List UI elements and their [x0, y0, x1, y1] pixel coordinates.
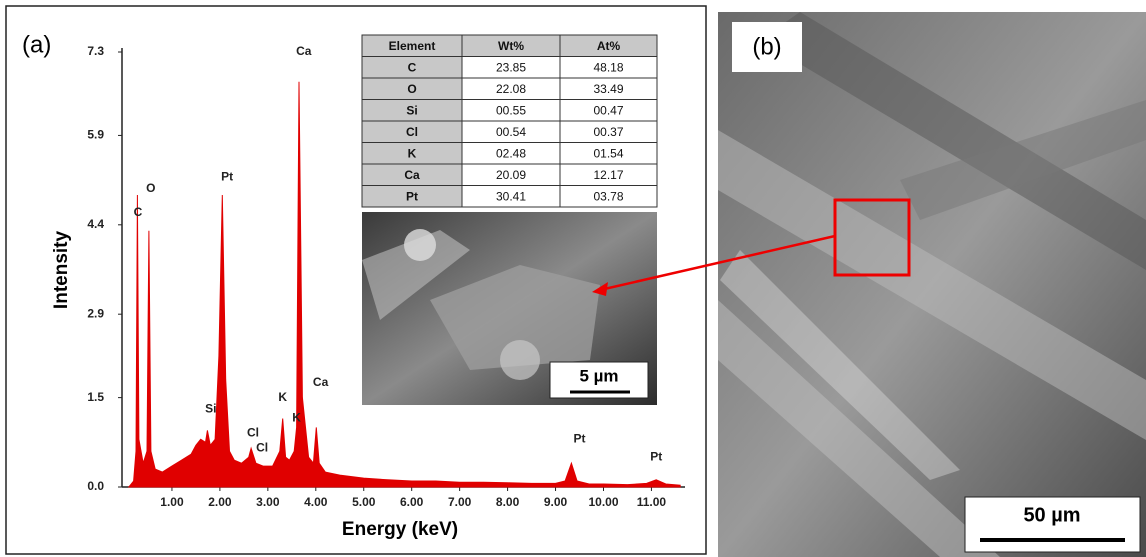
table-cell-text: 00.55	[496, 103, 526, 117]
table-cell-text: O	[407, 82, 416, 96]
y-tick-label: 5.9	[87, 128, 104, 142]
x-tick-label: 11.00	[637, 495, 667, 509]
x-tick-label: 7.00	[448, 495, 472, 509]
table-cell-text: 12.17	[593, 168, 623, 182]
peak-label: Ca	[296, 44, 312, 58]
y-tick-label: 2.9	[87, 306, 104, 320]
scale-bar-label: 50 µm	[1023, 504, 1080, 526]
table-cell-text: K	[408, 146, 417, 160]
table-cell-text: Ca	[404, 168, 420, 182]
x-tick-label: 8.00	[496, 495, 520, 509]
table-cell-text: 20.09	[496, 168, 526, 182]
inset-image: 5 µm	[362, 212, 657, 405]
x-tick-label: 5.00	[352, 495, 376, 509]
table-cell-text: Pt	[406, 189, 418, 203]
x-tick-label: 10.00	[588, 495, 618, 509]
table-cell-text: 00.54	[496, 125, 526, 139]
peak-label: K	[278, 390, 287, 404]
panel-label: (b)	[752, 33, 781, 60]
sem-image: (b) 50 µm	[718, 12, 1146, 557]
peak-label: Pt	[221, 169, 233, 183]
table-cell-text: 00.47	[593, 103, 623, 117]
peak-label: O	[146, 181, 155, 195]
x-tick-label: 3.00	[256, 495, 280, 509]
scale-bar-label: 5 µm	[579, 366, 618, 385]
x-tick-label: 1.00	[160, 495, 184, 509]
composition-table: Element Wt% At% C 23.85 48.18 O 22.08 33.49 Si 00.…	[362, 35, 657, 207]
table-header: At%	[597, 39, 621, 53]
y-axis-title: Intensity	[51, 231, 72, 310]
peak-label: C	[134, 205, 143, 219]
peak-label: Pt	[650, 449, 662, 463]
panel-label: (a)	[22, 31, 51, 58]
peak-label: Cl	[247, 426, 259, 440]
peak-label: Cl	[256, 440, 268, 454]
peak-label: Pt	[574, 432, 586, 446]
table-cell-text: 22.08	[496, 82, 526, 96]
x-tick-label: 4.00	[304, 495, 328, 509]
table-cell-text: 02.48	[496, 146, 526, 160]
x-axis-title: Energy (keV)	[342, 519, 458, 540]
table-header: Element	[389, 39, 436, 53]
table-cell-text: C	[408, 60, 417, 74]
y-tick-label: 4.4	[87, 217, 104, 231]
y-tick-label: 1.5	[87, 390, 104, 404]
x-tick-label: 9.00	[544, 495, 568, 509]
peak-label: Si	[205, 402, 216, 416]
peak-label: K	[292, 411, 301, 425]
table-cell-text: Si	[406, 103, 417, 117]
x-tick-label: 6.00	[400, 495, 424, 509]
table-header: Wt%	[498, 39, 524, 53]
table-cell-text: 01.54	[593, 146, 623, 160]
x-tick-label: 2.00	[208, 495, 232, 509]
y-tick-label: 0.0	[87, 479, 104, 493]
table-cell-text: 23.85	[496, 60, 526, 74]
table-cell-text: 48.18	[593, 60, 623, 74]
table-cell-text: Cl	[406, 125, 418, 139]
table-cell-text: 30.41	[496, 189, 526, 203]
figure: (a) Intensity Energy (keV) 5 µm (b) 50 µ…	[0, 0, 1146, 557]
peak-label: Ca	[313, 375, 329, 389]
table-cell-text: 00.37	[593, 125, 623, 139]
table-cell-text: 03.78	[593, 189, 623, 203]
table-cell-text: 33.49	[593, 82, 623, 96]
y-tick-label: 7.3	[87, 44, 104, 58]
